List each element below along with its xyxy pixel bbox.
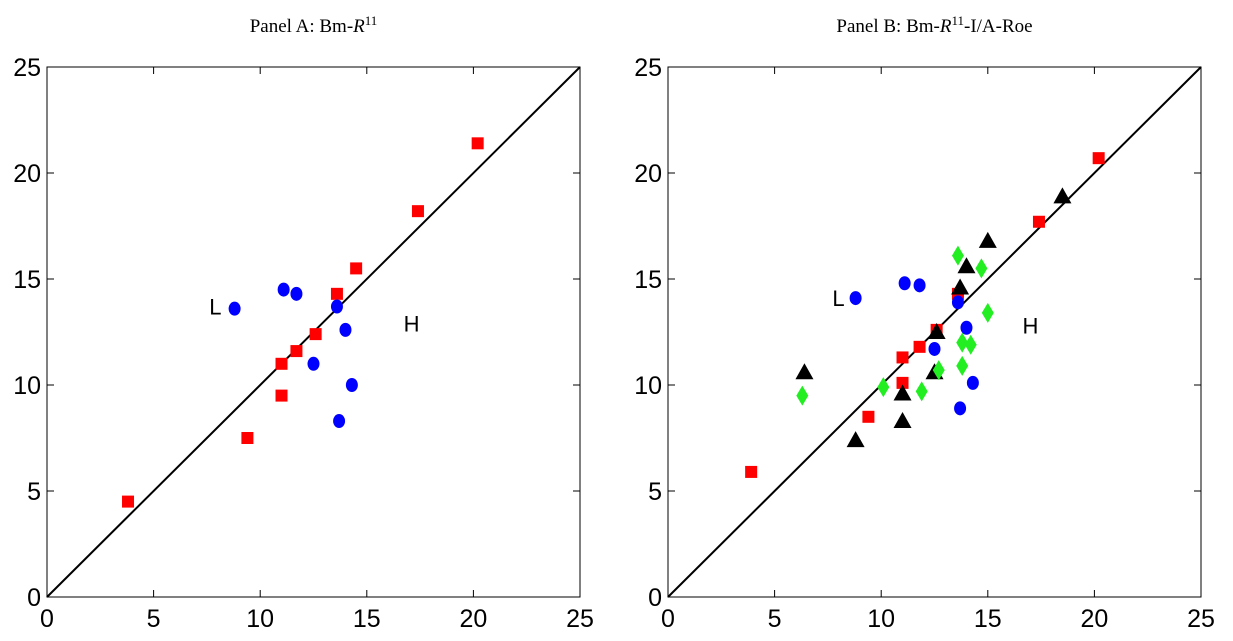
annotation: L xyxy=(832,286,844,311)
circle-marker xyxy=(277,282,290,297)
title-part: R xyxy=(352,16,365,37)
y-tick-label: 20 xyxy=(13,160,41,188)
circle-marker xyxy=(228,301,241,316)
annotation: H xyxy=(1022,314,1038,339)
x-tick-label: 5 xyxy=(147,605,161,633)
y-tick-label: 15 xyxy=(13,266,41,294)
x-tick-label: 10 xyxy=(246,605,274,633)
x-tick-label: 0 xyxy=(40,605,54,633)
circle-marker xyxy=(951,295,964,310)
circle-marker xyxy=(849,291,862,306)
title-part: Panel A: Bm- xyxy=(250,16,353,37)
y-tick-label: 25 xyxy=(634,54,662,82)
circle-marker xyxy=(954,401,967,416)
axes-frame xyxy=(667,66,1202,598)
annotation: L xyxy=(209,295,221,320)
square-marker xyxy=(471,137,484,150)
square-marker xyxy=(1032,215,1045,228)
square-marker xyxy=(330,287,343,300)
x-tick-label: 25 xyxy=(566,605,594,633)
triangle-marker xyxy=(978,231,997,248)
y-tick-label: 15 xyxy=(634,266,662,294)
triangle-marker xyxy=(846,431,865,448)
diamond-marker xyxy=(975,258,988,279)
triangle-marker xyxy=(795,363,814,380)
panel: Panel A: Bm-R11 0 5 10 15 20 25 0 5 10 15 20 25 L H xyxy=(13,13,594,634)
x-tick-label: 10 xyxy=(867,605,895,633)
square-marker xyxy=(275,389,288,402)
square-marker xyxy=(309,328,322,341)
x-tick-label: 25 xyxy=(1187,605,1215,633)
x-tick-label: 0 xyxy=(661,605,675,633)
diamond-marker xyxy=(964,334,977,355)
circle-marker xyxy=(960,320,973,335)
square-marker xyxy=(862,410,875,423)
square-marker xyxy=(896,376,909,389)
y-tick-label: 5 xyxy=(648,478,662,506)
diamond-marker xyxy=(796,385,809,406)
title-part: -I/A-Roe xyxy=(964,16,1033,37)
square-marker xyxy=(275,357,288,370)
circle-marker xyxy=(307,356,320,371)
diamond-marker xyxy=(915,381,928,402)
diamond-marker xyxy=(956,332,969,353)
y-tick-label: 0 xyxy=(27,584,41,612)
square-marker xyxy=(896,351,909,364)
x-tick-label: 5 xyxy=(768,605,782,633)
x-tick-label: 20 xyxy=(1080,605,1108,633)
triangle-marker xyxy=(951,278,970,295)
circle-marker xyxy=(966,375,979,390)
x-tick-label: 15 xyxy=(353,605,381,633)
square-marker xyxy=(290,345,303,358)
diamond-marker xyxy=(981,302,994,323)
y-tick-label: 5 xyxy=(27,478,41,506)
diamond-marker xyxy=(877,377,890,398)
y-tick-label: 25 xyxy=(13,54,41,82)
panel: Panel B: Bm-R11-I/A-Roe 0 5 10 15 20 25 0 5 10 15 2… xyxy=(634,13,1215,634)
title-part: 11 xyxy=(951,13,964,28)
title-part: 11 xyxy=(365,13,378,28)
square-marker xyxy=(241,432,254,444)
diamond-marker xyxy=(932,360,945,381)
diamond-marker xyxy=(956,355,969,376)
axes-frame xyxy=(46,66,581,598)
triangle-marker xyxy=(957,257,976,274)
circle-marker xyxy=(330,299,343,314)
panel-title: Panel B: Bm-R11-I/A-Roe xyxy=(836,13,1032,38)
diamond-marker xyxy=(951,245,964,266)
title-part: R xyxy=(939,16,952,37)
circle-marker xyxy=(898,276,911,291)
triangle-marker xyxy=(927,323,946,339)
y-tick-label: 10 xyxy=(13,372,41,400)
title-part: Panel B: Bm- xyxy=(836,16,939,37)
square-marker xyxy=(745,465,758,478)
triangle-marker xyxy=(1053,187,1072,204)
y-tick-label: 0 xyxy=(648,584,662,612)
circle-marker xyxy=(345,378,358,392)
x-tick-label: 15 xyxy=(974,605,1002,633)
annotation: H xyxy=(404,312,420,337)
circle-marker xyxy=(290,286,303,301)
square-marker xyxy=(350,262,363,275)
circle-marker xyxy=(913,278,926,293)
square-marker xyxy=(411,205,424,218)
square-marker xyxy=(122,495,135,508)
triangle-marker xyxy=(893,384,912,401)
square-marker xyxy=(1092,152,1105,165)
circle-marker xyxy=(339,322,352,337)
panel-title: Panel A: Bm-R11 xyxy=(250,13,378,38)
triangle-marker xyxy=(893,412,912,429)
circle-marker xyxy=(928,341,941,356)
y-tick-label: 10 xyxy=(634,372,662,400)
square-marker xyxy=(913,340,926,353)
x-tick-label: 20 xyxy=(459,605,487,633)
circle-marker xyxy=(333,414,346,429)
y-tick-label: 20 xyxy=(634,160,662,188)
